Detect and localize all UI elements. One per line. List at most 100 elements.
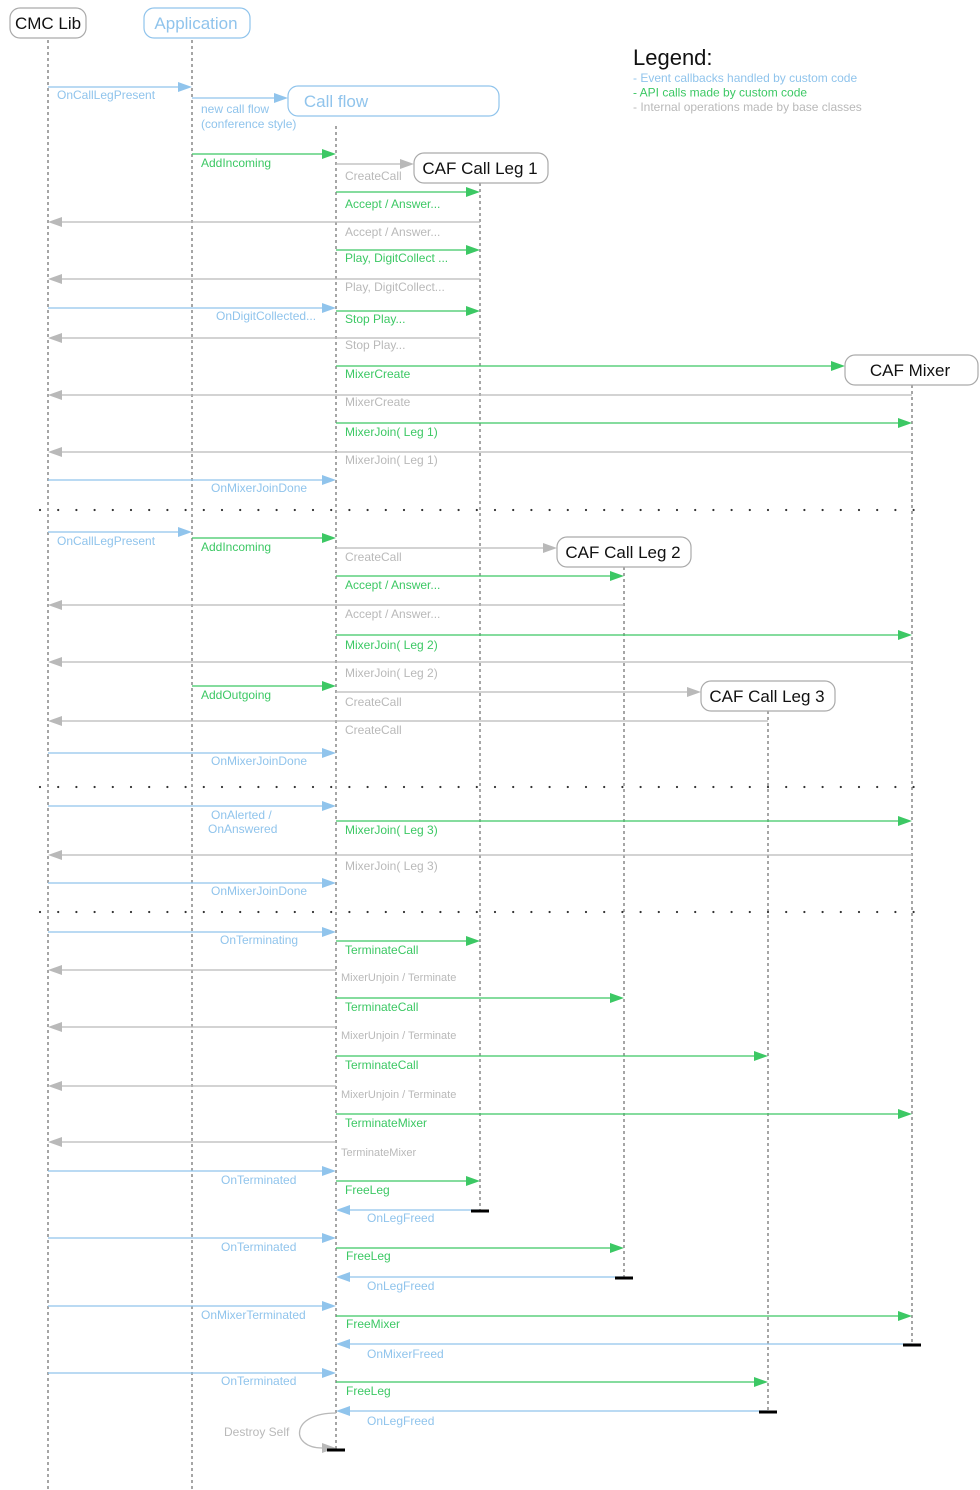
destroy-self-arrowhead — [322, 1443, 336, 1453]
message-label-12: Stop Play... — [345, 338, 405, 352]
message-arrows — [48, 82, 912, 1453]
arrowhead-46 — [336, 1272, 350, 1282]
arrowhead-23 — [48, 657, 62, 667]
legend-title: Legend: — [633, 45, 713, 70]
arrowhead-14 — [898, 418, 912, 428]
arrowhead-1 — [178, 82, 192, 92]
message-label-45: OnLegFreed — [367, 1211, 434, 1225]
message-label-21: Accept / Answer... — [345, 578, 440, 592]
participant-box-cmc — [9, 7, 87, 39]
arrowhead-42 — [466, 1176, 480, 1186]
arrowhead-24 — [322, 681, 336, 691]
message-label-11: Stop Play... — [345, 312, 405, 326]
arrowhead-10 — [466, 306, 480, 316]
participant-label-app: Application — [154, 14, 237, 33]
arrowhead-37 — [754, 1051, 768, 1061]
arrowhead-38 — [48, 1081, 62, 1091]
arrowhead-40 — [48, 1137, 62, 1147]
legend-item-internal: - Internal operations made by base class… — [633, 100, 862, 114]
message-label-15: MixerJoin( Leg 1) — [345, 425, 438, 439]
message-label-29: OnAlerted / — [211, 808, 272, 822]
participant-label-leg2: CAF Call Leg 2 — [565, 543, 680, 562]
arrowhead-29 — [898, 816, 912, 826]
message-label-16: MixerJoin( Leg 1) — [345, 453, 438, 467]
message-label-5: CreateCall — [345, 169, 402, 183]
message-label-51: OnMixerFreed — [367, 1347, 444, 1361]
arrowhead-50 — [322, 1368, 336, 1378]
message-label-40: MixerUnjoin / Terminate — [341, 1089, 456, 1101]
message-label-23: MixerJoin( Leg 2) — [345, 638, 438, 652]
message-label-17: OnMixerJoinDone — [211, 481, 307, 495]
message-label-52: OnTerminated — [221, 1374, 296, 1388]
message-label-3: (conference style) — [201, 117, 296, 131]
participant-box-app — [143, 7, 251, 39]
participant-label-cmc: CMC Lib — [15, 14, 81, 33]
arrowhead-30 — [48, 850, 62, 860]
arrowhead-43 — [336, 1205, 350, 1215]
message-label-6: Accept / Answer... — [345, 197, 440, 211]
arrowhead-33 — [466, 936, 480, 946]
message-label-33: OnMixerJoinDone — [211, 884, 307, 898]
arrowhead-35 — [610, 993, 624, 1003]
message-label-30: OnAnswered — [208, 822, 277, 836]
message-labels: OnCallLegPresent new call flow(conference… — [57, 88, 456, 1439]
participant-box-leg1 — [413, 152, 549, 184]
arrowhead-7 — [466, 245, 480, 255]
lifelines — [47, 40, 913, 1490]
arrowhead-20 — [610, 571, 624, 581]
message-label-19: AddIncoming — [201, 540, 271, 554]
participant-label-leg3: CAF Call Leg 3 — [709, 687, 824, 706]
arrowhead-34 — [48, 965, 62, 975]
participant-box-leg2 — [556, 536, 692, 568]
arrowhead-27 — [322, 748, 336, 758]
arrowhead-47 — [322, 1301, 336, 1311]
arrowhead-26 — [48, 716, 62, 726]
lifeline-terminators — [327, 1209, 921, 1452]
arrowhead-4 — [400, 159, 414, 169]
message-label-28: OnMixerJoinDone — [211, 754, 307, 768]
arrowhead-9 — [322, 303, 336, 313]
message-label-42: TerminateMixer — [341, 1147, 417, 1159]
arrowhead-48 — [898, 1311, 912, 1321]
message-label-14: MixerCreate — [345, 395, 411, 409]
message-label-53: FreeLeg — [346, 1384, 391, 1398]
message-label-26: CreateCall — [345, 695, 402, 709]
arrowhead-2 — [274, 93, 288, 103]
legend-item-api: - API calls made by custom code — [633, 86, 807, 100]
arrowhead-51 — [754, 1377, 768, 1387]
message-label-35: TerminateCall — [345, 943, 418, 957]
arrowhead-17 — [178, 527, 192, 537]
message-label-41: TerminateMixer — [345, 1116, 427, 1130]
message-label-25: AddOutgoing — [201, 688, 271, 702]
arrowhead-49 — [336, 1339, 350, 1349]
arrowhead-45 — [610, 1243, 624, 1253]
participant-box-flow — [287, 85, 500, 117]
participant-box-mixer — [844, 354, 979, 386]
arrowhead-21 — [48, 600, 62, 610]
arrowhead-32 — [322, 927, 336, 937]
arrowhead-8 — [48, 274, 62, 284]
legend: Legend:- Event callbacks handled by cust… — [633, 45, 862, 114]
arrowhead-22 — [898, 630, 912, 640]
message-label-49: OnMixerTerminated — [201, 1308, 306, 1322]
message-label-7: Accept / Answer... — [345, 225, 440, 239]
message-label-31: MixerJoin( Leg 3) — [345, 823, 438, 837]
arrowhead-13 — [48, 390, 62, 400]
message-label-50: FreeMixer — [346, 1317, 400, 1331]
arrowhead-19 — [543, 543, 557, 553]
message-label-1: OnCallLegPresent — [57, 88, 156, 102]
message-label-46: OnTerminated — [221, 1240, 296, 1254]
arrowhead-31 — [322, 878, 336, 888]
message-label-4: AddIncoming — [201, 156, 271, 170]
message-label-34: OnTerminating — [220, 933, 298, 947]
message-label-27: CreateCall — [345, 723, 402, 737]
message-label-43: OnTerminated — [221, 1173, 296, 1187]
message-label-39: TerminateCall — [345, 1058, 418, 1072]
message-label-20: CreateCall — [345, 550, 402, 564]
message-label-9: Play, DigitCollect... — [345, 280, 445, 294]
participant-box-leg3 — [700, 680, 836, 712]
arrowhead-28 — [322, 801, 336, 811]
arrowhead-44 — [322, 1233, 336, 1243]
section-separators — [38, 508, 917, 914]
